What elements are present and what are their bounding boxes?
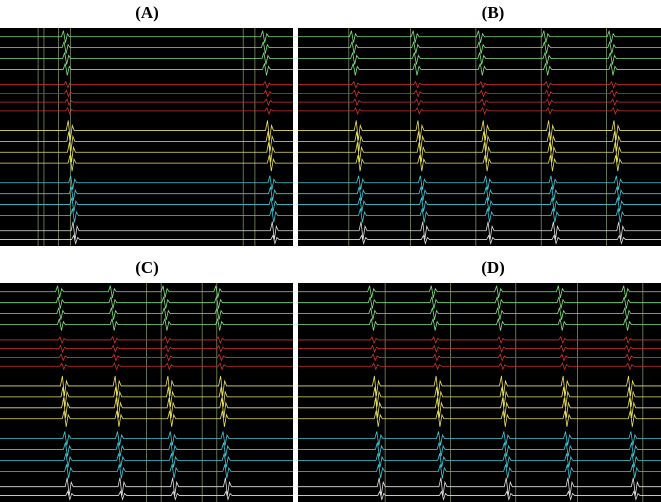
signal-trace: [0, 41, 293, 54]
signal-trace: [298, 208, 661, 223]
signal-trace: [298, 344, 661, 353]
signal-trace: [0, 63, 293, 76]
panel-label: (A): [135, 3, 159, 22]
signal-trace: [0, 344, 293, 353]
signal-trace: [298, 296, 661, 309]
signal-trace: [298, 80, 661, 89]
signal-trace: [0, 410, 293, 427]
signal-trace: [298, 464, 661, 479]
signal-trace: [0, 442, 293, 457]
signal-trace: [0, 431, 293, 446]
signal-trace: [0, 52, 293, 65]
tracing-panel: [0, 28, 293, 246]
signal-trace: [0, 464, 293, 479]
tracing-panel: [0, 283, 293, 502]
signal-trace: [298, 442, 661, 457]
signal-trace: [0, 208, 293, 223]
signal-trace: [298, 41, 661, 54]
signal-trace: [298, 336, 661, 345]
panel-label: (B): [481, 3, 505, 22]
signal-trace: [0, 318, 293, 331]
signal-trace: [0, 155, 293, 172]
signal-trace: [0, 80, 293, 89]
signal-trace: [0, 453, 293, 468]
signal-trace: [298, 386, 661, 407]
signal-trace: [0, 89, 293, 98]
signal-trace: [0, 285, 293, 298]
signal-trace: [0, 131, 293, 152]
signal-trace: [0, 375, 293, 396]
signal-trace: [298, 175, 661, 190]
signal-trace: [0, 362, 293, 371]
signal-trace: [298, 453, 661, 468]
signal-trace: [0, 234, 293, 245]
signal-trace: [0, 98, 293, 107]
signal-trace: [298, 186, 661, 201]
signal-trace: [0, 142, 293, 163]
signal-trace: [298, 120, 661, 141]
signal-trace: [0, 186, 293, 201]
signal-trace: [298, 155, 661, 172]
signal-trace: [298, 89, 661, 98]
signal-trace: [298, 131, 661, 152]
signal-trace: [298, 106, 661, 115]
signal-trace: [298, 98, 661, 107]
signal-trace: [0, 353, 293, 362]
signal-trace: [298, 307, 661, 320]
signal-trace: [298, 318, 661, 331]
signal-trace: [0, 221, 293, 240]
signal-trace: [0, 397, 293, 418]
tracing-panel: [298, 283, 661, 502]
signal-trace: [298, 477, 661, 496]
signal-trace: [0, 175, 293, 190]
signal-trace: [298, 142, 661, 163]
signal-trace: [298, 234, 661, 245]
signal-trace: [298, 362, 661, 371]
signal-trace: [0, 490, 293, 501]
signal-trace: [0, 106, 293, 115]
signal-trace: [298, 63, 661, 76]
panel-label: (D): [481, 258, 505, 277]
signal-trace: [0, 386, 293, 407]
signal-trace: [298, 375, 661, 396]
signal-trace: [0, 120, 293, 141]
panel-label: (C): [135, 258, 159, 277]
signal-trace: [298, 397, 661, 418]
signal-trace: [298, 410, 661, 427]
signal-trace: [0, 336, 293, 345]
signal-trace: [0, 477, 293, 496]
signal-trace: [298, 30, 661, 43]
signal-trace: [0, 197, 293, 212]
signal-trace: [298, 490, 661, 501]
signal-trace: [298, 285, 661, 298]
signal-trace: [298, 353, 661, 362]
signal-trace: [0, 296, 293, 309]
signal-trace: [298, 197, 661, 212]
signal-trace: [298, 52, 661, 65]
signal-trace: [298, 431, 661, 446]
tracing-panel: [298, 28, 661, 246]
signal-trace: [0, 307, 293, 320]
signal-trace: [0, 30, 293, 43]
